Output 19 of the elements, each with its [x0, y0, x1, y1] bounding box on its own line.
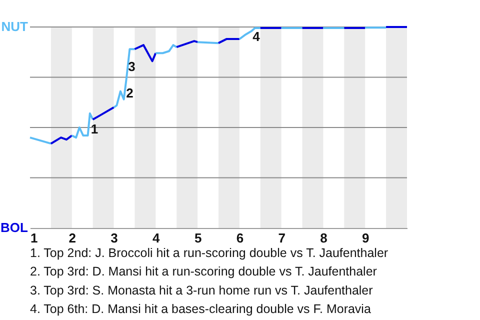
- x-tick-label: 7: [278, 230, 286, 246]
- annotation: 2: [126, 85, 134, 100]
- annotation: 1: [90, 122, 98, 137]
- text: 2. Top 3rd: D. Mansi hit a run-scoring double vs T. Jaufenthaler: [30, 264, 377, 279]
- x-tick-label: 5: [194, 230, 202, 246]
- x-tick-label: 3: [110, 230, 118, 246]
- text: NUT: [1, 19, 28, 34]
- x-tick-label: 8: [320, 230, 328, 246]
- x-tick-label: 2: [68, 230, 76, 246]
- annotation: 4: [252, 29, 261, 44]
- text: 3. Top 3rd: S. Monasta hit a 3-run home run vs T. Jaufenthaler: [30, 283, 373, 298]
- x-tick-label: 4: [152, 230, 161, 246]
- text: 1. Top 2nd: J. Broccoli hit a run-scoring double vs T. Jaufenthaler: [30, 246, 388, 260]
- text: 4. Top 6th: D. Mansi hit a bases-clearing double vs F. Moravia: [30, 302, 371, 316]
- x-tick-label: 6: [236, 230, 244, 246]
- x-tick-label: 9: [362, 230, 370, 246]
- annotation: 3: [128, 59, 136, 74]
- x-tick-label: 1: [30, 230, 38, 246]
- text: BOL: [0, 220, 28, 235]
